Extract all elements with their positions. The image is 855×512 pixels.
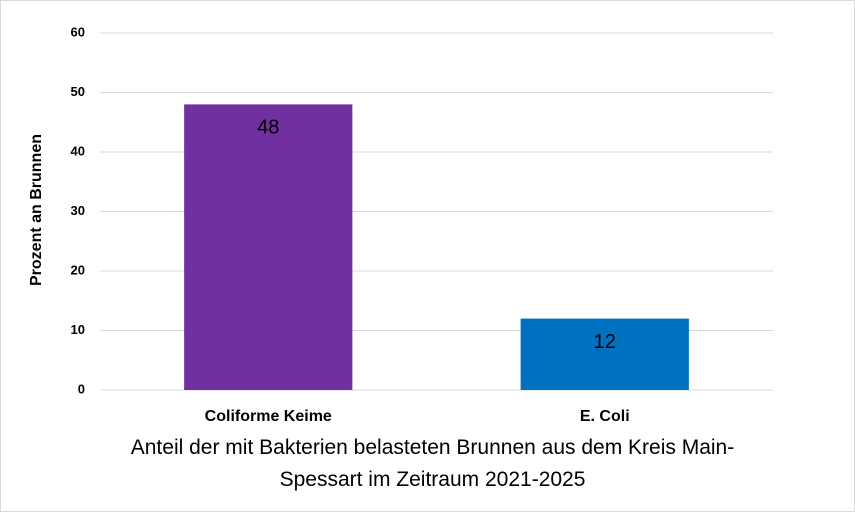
- y-tick-label: 20: [71, 262, 85, 277]
- bar: [520, 318, 689, 390]
- y-tick-label: 50: [71, 84, 85, 99]
- y-tick-label: 10: [71, 322, 85, 337]
- x-tick-label: E. Coli: [580, 408, 630, 425]
- x-tick-label: Coliforme Keime: [205, 408, 332, 425]
- y-tick-label: 30: [71, 203, 85, 218]
- y-axis-title: Prozent an Brunnen: [28, 134, 45, 286]
- chart-title: Anteil der mit Bakterien belasteten Brun…: [130, 436, 735, 491]
- data-label: 48: [257, 117, 279, 139]
- bar: [184, 104, 353, 391]
- y-tick-label: 40: [71, 143, 85, 158]
- data-label: 12: [594, 331, 616, 353]
- y-tick-label: 0: [78, 381, 85, 396]
- y-tick-label: 60: [71, 24, 85, 39]
